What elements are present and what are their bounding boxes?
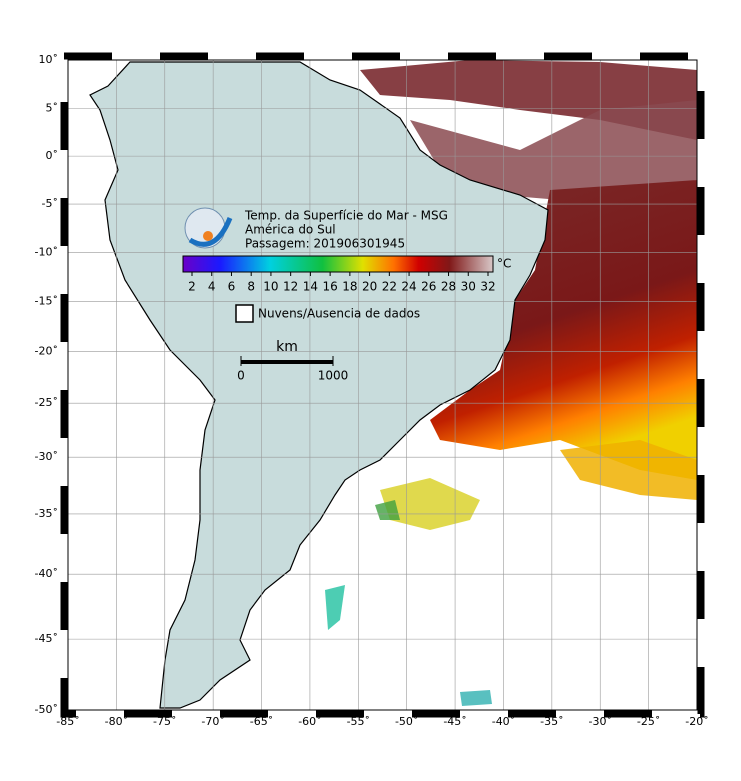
scale-tick-label: 1000 [318,369,349,383]
sst-main [430,180,697,480]
scale-unit: km [276,339,298,355]
sst-patches [325,60,697,706]
colorbar-tick-label: 22 [382,280,397,294]
lat-tick-label: -10˚ [35,245,58,258]
lon-tick-label: -75˚ [153,715,176,728]
sst-green [375,500,400,520]
lon-tick-label: -55˚ [347,715,370,728]
lat-tick-label: 5˚ [46,101,59,114]
sst-cyan [325,585,345,630]
legend-label: Nuvens/Ausencia de dados [258,307,420,321]
colorbar-tick-label: 14 [303,280,318,294]
lon-tick-label: -35˚ [540,715,563,728]
logo-arc [188,217,233,247]
colorbar-tick-label: 2 [188,280,196,294]
lon-tick-label: -40˚ [492,715,515,728]
lon-tick-label: -20˚ [685,715,708,728]
lon-tick-label: -45˚ [443,715,466,728]
colorbar-tick-label: 4 [208,280,216,294]
colorbar-tick-label: 12 [283,280,298,294]
colorbar-tick-label: 32 [480,280,495,294]
lon-tick-label: -60˚ [298,715,321,728]
colorbar-tick-label: 16 [322,280,337,294]
lat-tick-label: -20˚ [35,344,58,357]
colorbar-unit: °C [497,257,511,271]
lat-tick-label: -25˚ [35,396,58,409]
lon-tick-label: -50˚ [395,715,418,728]
lat-tick-label: 0˚ [46,149,59,162]
scale-tick-label: 0 [237,369,245,383]
title-line: Passagem: 201906301945 [245,237,405,251]
title-line: Temp. da Superfície do Mar - MSG [244,209,448,223]
sst-equator [410,100,697,200]
lat-tick-label: -5˚ [42,197,58,210]
lon-tick-label: -85˚ [56,715,79,728]
lat-tick-label: -50˚ [35,703,58,716]
lat-tick-label: -40˚ [35,567,58,580]
colorbar-tick-label: 28 [441,280,456,294]
lon-tick-label: -30˚ [588,715,611,728]
colorbar-tick-label: 26 [421,280,436,294]
colorbar-tick-label: 6 [228,280,236,294]
colorbar-tick-label: 24 [401,280,416,294]
lat-tick-label: -15˚ [35,294,58,307]
lat-tick-label: -45˚ [35,632,58,645]
lon-tick-label: -70˚ [201,715,224,728]
map-border [60,52,705,718]
lon-tick-label: -65˚ [250,715,273,728]
colorbar [182,255,494,273]
colorbar-tick-label: 30 [461,280,476,294]
logo-dot [203,231,213,241]
colorbar-tick-label: 8 [247,280,255,294]
lat-tick-label: 10˚ [39,53,59,66]
colorbar-tick-label: 10 [263,280,278,294]
legend-swatch [235,304,254,323]
logo [184,207,233,249]
map-frame [67,59,698,711]
lat-tick-label: -30˚ [35,450,58,463]
colorbar-tick-label: 20 [362,280,377,294]
lon-tick-label: -80˚ [105,715,128,728]
lat-tick-label: -35˚ [35,507,58,520]
title-line: América do Sul [245,223,336,237]
lon-tick-label: -25˚ [637,715,660,728]
sst-cyan-small [460,690,492,706]
scale-bar [241,360,333,364]
sst-southeast [560,440,697,500]
colorbar-tick-label: 18 [342,280,357,294]
